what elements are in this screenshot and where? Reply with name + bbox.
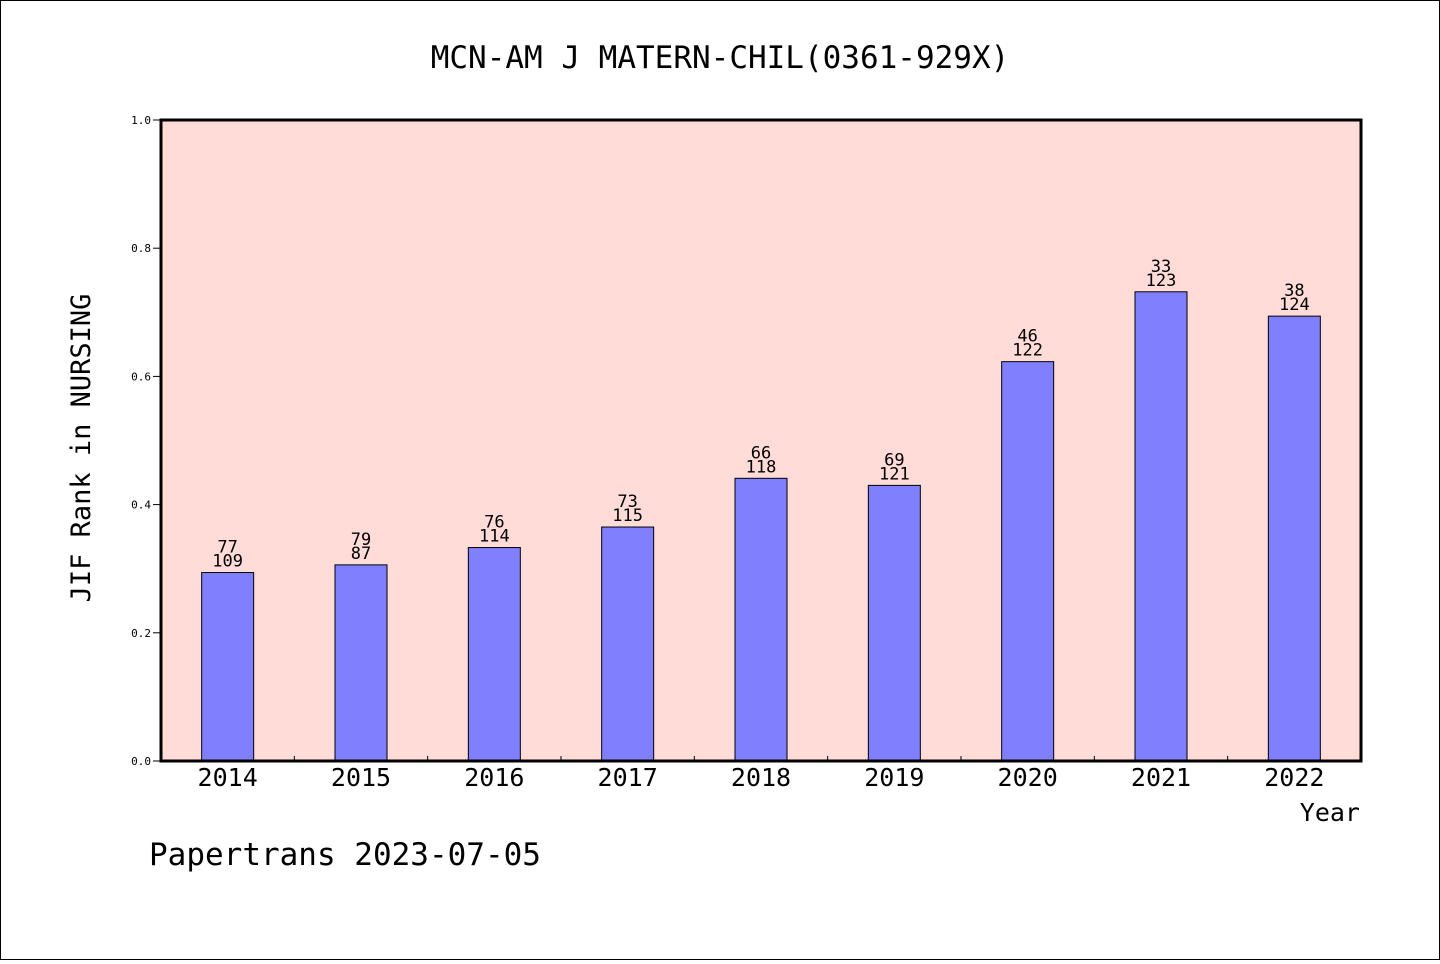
bar-rank-label: 77: [217, 538, 237, 558]
bar-2016: [467, 547, 521, 762]
bar-rank-label: 38: [1284, 281, 1304, 301]
chart-title: MCN-AM J MATERN-CHIL(0361-929X): [431, 40, 1010, 76]
x-tick-label: 2021: [1131, 763, 1191, 792]
x-tick-label: 2014: [198, 763, 258, 792]
footer-text: Papertrans 2023-07-05: [149, 837, 541, 873]
bar-rank-label: 79: [351, 530, 371, 550]
axes: 0.0 0.2 0.4 0.6 0.8 1.0: [131, 114, 1363, 768]
bar-rank-label: 73: [617, 492, 637, 512]
bar-2021: [1134, 291, 1188, 762]
bar-2015: [334, 564, 388, 762]
plot-border: [159, 118, 1363, 763]
x-tick-label: 2016: [464, 763, 524, 792]
bar-rank-label: 76: [484, 513, 504, 533]
bar-2017: [601, 526, 655, 762]
bar-total-label: 124: [1279, 295, 1310, 315]
y-tick-label: 0.6: [131, 370, 151, 383]
y-tick-label: 0.2: [131, 627, 151, 640]
bar-rank-label: 66: [751, 443, 771, 463]
bar-total-label: 114: [479, 527, 510, 547]
bar-rank-label: 46: [1017, 327, 1037, 347]
bar-total-label: 109: [212, 552, 243, 572]
bar-2014: [201, 572, 255, 762]
bar-rank-label: 33: [1151, 257, 1171, 277]
y-tick-label: 0.8: [131, 242, 151, 255]
bar-2022: [1267, 315, 1321, 762]
bar-2018: [734, 477, 788, 762]
bar-2020: [1001, 361, 1055, 762]
bar-total-label: 123: [1146, 271, 1177, 291]
bar-total-label: 118: [746, 457, 777, 477]
bar-total-label: 122: [1012, 341, 1043, 361]
x-tick-label: 2015: [331, 763, 391, 792]
y-axis-label: JIF Rank in NURSING: [66, 294, 97, 603]
x-tick-label: 2018: [731, 763, 791, 792]
y-tick-label: 0.4: [131, 499, 151, 512]
bar-total-label: 121: [879, 464, 910, 484]
x-tick-label: 2020: [998, 763, 1058, 792]
bar-2019: [867, 484, 921, 762]
bar-rank-label: 69: [884, 450, 904, 470]
x-tick-label: 2017: [598, 763, 658, 792]
y-tick-label: 0.0: [131, 755, 151, 768]
x-axis-label: Year: [1300, 798, 1360, 827]
x-tick-label: 2022: [1264, 763, 1324, 792]
bar-total-label: 87: [351, 544, 371, 564]
x-tick-label: 2019: [864, 763, 924, 792]
y-tick-label: 1.0: [131, 114, 151, 127]
bar-total-label: 115: [612, 506, 643, 526]
